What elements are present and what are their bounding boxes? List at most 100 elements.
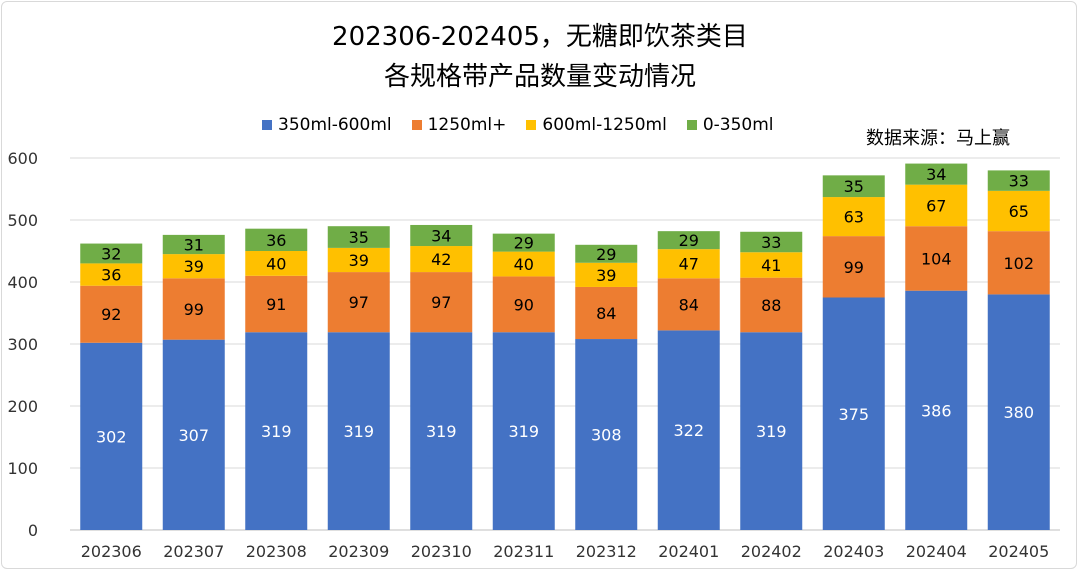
data-label: 36 — [266, 231, 286, 250]
legend-label: 0-350ml — [702, 115, 774, 135]
y-tick-label: 100 — [7, 459, 38, 478]
bar-segment — [162, 254, 225, 279]
data-label: 375 — [838, 405, 869, 424]
legend-swatch — [526, 120, 537, 130]
legend-label: 600ml-1250ml — [542, 115, 667, 135]
bar-segment — [410, 332, 473, 530]
x-tick-label: 202403 — [823, 542, 884, 561]
bar-segment — [987, 190, 1050, 232]
x-tick-label: 202405 — [988, 542, 1049, 561]
bar-segment — [492, 233, 555, 252]
bar-segment — [822, 297, 885, 530]
bar-segment — [80, 243, 143, 264]
bar-segment — [987, 294, 1050, 530]
bar-segment — [987, 170, 1050, 191]
data-label: 386 — [921, 401, 952, 420]
data-label: 319 — [756, 422, 787, 441]
data-label: 34 — [431, 227, 451, 246]
bar-segment — [657, 330, 720, 530]
chart-title-line-2: 各规格带产品数量变动情况 — [383, 62, 696, 92]
data-label: 29 — [679, 231, 699, 250]
bar-segment — [905, 163, 968, 185]
data-label: 319 — [261, 422, 292, 441]
bar-segment — [657, 249, 720, 279]
legend: 350ml-600ml 1250ml+ 600ml-1250ml 0-350ml — [262, 115, 794, 135]
data-label: 39 — [349, 251, 369, 270]
data-label: 90 — [514, 295, 534, 314]
bar-segment — [162, 278, 225, 340]
data-source: 数据来源：马上赢 — [866, 128, 1010, 149]
data-label: 31 — [184, 235, 204, 254]
data-label: 36 — [101, 266, 121, 285]
data-label: 302 — [96, 427, 127, 446]
bar-segment — [80, 263, 143, 286]
data-label: 88 — [761, 296, 781, 315]
legend-swatch — [262, 120, 272, 130]
data-label: 34 — [926, 165, 946, 184]
x-tick-label: 202309 — [328, 542, 389, 561]
bar-segment — [162, 234, 225, 255]
data-label: 40 — [266, 254, 286, 273]
data-label: 35 — [844, 177, 864, 196]
data-label: 99 — [844, 258, 864, 277]
data-label: 97 — [431, 293, 451, 312]
data-label: 307 — [178, 426, 209, 445]
bar-segment — [905, 226, 968, 291]
bar-segment — [657, 231, 720, 250]
bar-segment — [575, 339, 638, 530]
bar-segment — [327, 332, 390, 530]
bar-segment — [740, 277, 803, 333]
y-tick-label: 300 — [7, 335, 38, 354]
y-tick-label: 0 — [28, 521, 38, 540]
data-label: 67 — [926, 196, 946, 215]
legend-swatch — [411, 120, 422, 130]
bar-segment — [822, 236, 885, 298]
legend-label: 350ml-600ml — [278, 115, 392, 135]
bar-segment — [987, 231, 1050, 295]
x-tick-label: 202310 — [411, 542, 472, 561]
x-tick-label: 202306 — [81, 542, 142, 561]
data-label: 84 — [679, 295, 699, 314]
bar-segment — [740, 332, 803, 530]
bar-segment — [327, 226, 390, 248]
bar-segment — [245, 275, 308, 333]
y-tick-label: 500 — [7, 211, 38, 230]
data-label: 102 — [1003, 254, 1034, 273]
y-tick-label: 200 — [7, 397, 38, 416]
bar-segment — [245, 251, 308, 276]
data-label: 32 — [101, 244, 121, 263]
data-label: 322 — [673, 421, 704, 440]
data-label: 97 — [349, 293, 369, 312]
bar-segment — [410, 272, 473, 333]
bar-segment — [740, 231, 803, 253]
data-label: 39 — [184, 257, 204, 276]
data-label: 104 — [921, 249, 952, 268]
data-label: 92 — [101, 305, 121, 324]
legend-item: 0-350ml — [686, 115, 774, 135]
bar-segment — [822, 175, 885, 198]
data-label: 33 — [1009, 172, 1029, 191]
data-label: 319 — [426, 422, 457, 441]
x-tick-label: 202308 — [246, 542, 307, 561]
x-tick-label: 202401 — [658, 542, 719, 561]
legend-label: 1250ml+ — [427, 115, 507, 135]
bar-segment — [327, 247, 390, 273]
legend-swatch — [686, 120, 697, 130]
bar-segment — [80, 285, 143, 343]
data-label: 42 — [431, 250, 451, 269]
bar-segment — [162, 339, 225, 530]
legend-item: 600ml-1250ml — [526, 115, 667, 135]
bar-segment — [657, 278, 720, 331]
x-tick-label: 202402 — [741, 542, 802, 561]
chart-title-line-1: 202306-202405，无糖即饮茶类目 — [332, 22, 748, 52]
y-tick-label: 400 — [7, 273, 38, 292]
data-label: 47 — [679, 255, 699, 274]
legend-item: 350ml-600ml — [262, 115, 392, 135]
data-label: 84 — [596, 304, 616, 323]
bar-segment — [245, 228, 308, 251]
bar-segment — [492, 276, 555, 333]
data-label: 29 — [596, 245, 616, 264]
data-label: 308 — [591, 426, 622, 445]
